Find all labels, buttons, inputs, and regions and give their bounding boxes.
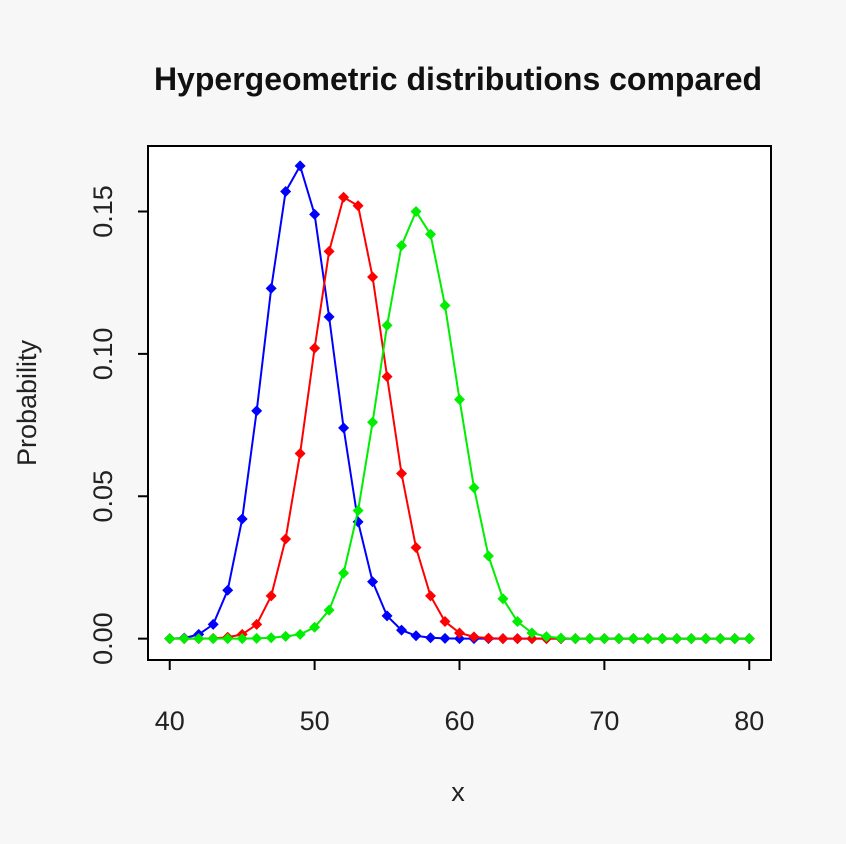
data-point: [425, 228, 437, 240]
data-point: [193, 633, 205, 645]
x-tick-label: 70: [589, 706, 619, 736]
data-point: [685, 633, 697, 645]
x-axis: 40 50 60 70 80: [155, 659, 764, 736]
data-point: [323, 311, 335, 323]
data-point: [439, 299, 451, 311]
data-point: [526, 633, 538, 645]
y-tick-label: 0.15: [88, 185, 118, 238]
data-point: [265, 632, 277, 644]
data-point: [468, 482, 480, 494]
data-point: [309, 208, 321, 220]
series-layer: [164, 160, 755, 645]
data-point: [468, 631, 480, 643]
data-point: [265, 282, 277, 294]
data-point: [656, 633, 668, 645]
data-point: [381, 610, 393, 622]
data-point: [396, 240, 408, 252]
data-point: [410, 542, 422, 554]
y-tick-label: 0.10: [88, 328, 118, 381]
y-axis: 0.00 0.05 0.10 0.15: [88, 185, 148, 665]
data-point: [526, 627, 538, 639]
data-point: [338, 191, 350, 203]
data-point: [251, 618, 263, 630]
data-point: [555, 632, 567, 644]
y-tick-label: 0.05: [88, 470, 118, 523]
data-point: [482, 550, 494, 562]
data-point: [352, 504, 364, 516]
data-point: [671, 633, 683, 645]
data-point: [511, 633, 523, 645]
data-point: [236, 633, 248, 645]
data-point: [164, 633, 176, 645]
y-axis-label: Probability: [12, 339, 42, 466]
data-point: [251, 632, 263, 644]
data-point: [265, 590, 277, 602]
data-point: [280, 533, 292, 545]
data-point: [569, 633, 581, 645]
data-point: [367, 271, 379, 283]
data-point: [323, 604, 335, 616]
x-axis-label: x: [451, 777, 465, 807]
data-point: [381, 319, 393, 331]
data-point: [700, 633, 712, 645]
data-point: [642, 633, 654, 645]
data-point: [497, 593, 509, 605]
chart-title: Hypergeometric distributions compared: [154, 61, 762, 97]
data-point: [482, 632, 494, 644]
data-point: [309, 342, 321, 354]
data-point: [381, 371, 393, 383]
data-point: [613, 633, 625, 645]
data-point: [309, 621, 321, 633]
x-tick-label: 60: [444, 706, 474, 736]
data-point: [338, 422, 350, 434]
data-point: [540, 631, 552, 643]
data-point: [598, 633, 610, 645]
data-point: [367, 576, 379, 588]
data-point: [439, 616, 451, 628]
data-point: [454, 393, 465, 405]
data-point: [729, 633, 741, 645]
data-point: [396, 624, 408, 636]
series-3: [164, 205, 755, 645]
data-point: [338, 567, 350, 579]
data-point: [294, 160, 306, 172]
data-point: [207, 618, 219, 630]
data-point: [410, 205, 422, 217]
data-point: [439, 632, 451, 644]
data-point: [410, 630, 422, 642]
data-point: [207, 633, 219, 645]
x-tick-label: 50: [300, 706, 330, 736]
data-point: [627, 633, 639, 645]
data-point: [222, 584, 234, 596]
data-point: [743, 633, 755, 645]
data-point: [323, 245, 335, 257]
data-point: [511, 616, 523, 628]
x-tick-label: 40: [155, 706, 185, 736]
data-point: [425, 590, 437, 602]
data-point: [280, 186, 292, 198]
x-tick-label: 80: [734, 706, 764, 736]
data-point: [251, 405, 263, 417]
y-tick-label: 0.00: [88, 612, 118, 665]
data-point: [714, 633, 726, 645]
data-point: [294, 448, 306, 460]
data-point: [367, 416, 379, 428]
data-point: [425, 632, 437, 644]
data-point: [584, 633, 596, 645]
data-point: [178, 633, 190, 645]
data-point: [454, 633, 465, 645]
data-point: [294, 628, 306, 640]
data-point: [236, 513, 248, 525]
data-point: [454, 627, 465, 639]
data-point: [497, 633, 509, 645]
data-point: [280, 630, 292, 642]
data-point: [222, 633, 234, 645]
data-point: [352, 200, 364, 212]
data-point: [396, 467, 408, 479]
